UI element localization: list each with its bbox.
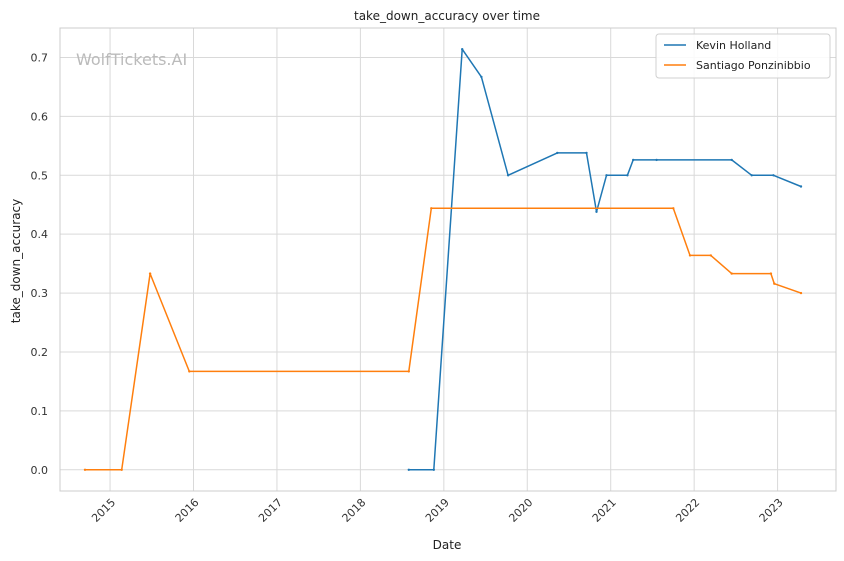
data-point xyxy=(688,254,692,257)
y-tick-label: 0.3 xyxy=(31,287,49,300)
y-tick-label: 0.1 xyxy=(31,405,49,418)
x-tick-label: 2018 xyxy=(340,496,369,525)
data-point xyxy=(461,48,464,51)
data-point xyxy=(672,207,675,210)
legend: Kevin Holland Santiago Ponzinibbio xyxy=(655,33,831,79)
data-point xyxy=(769,272,773,275)
data-point xyxy=(188,370,191,373)
data-point xyxy=(605,174,608,177)
chart-title: take_down_accuracy over time xyxy=(354,9,540,23)
series-line-kevin-holland xyxy=(408,48,802,471)
series-lines xyxy=(83,48,803,471)
legend-label: Kevin Holland xyxy=(696,39,771,52)
data-point xyxy=(655,158,658,162)
x-tick-label: 2016 xyxy=(173,496,202,525)
data-point xyxy=(632,158,635,162)
data-point xyxy=(407,370,410,373)
legend-label: Santiago Ponzinibbio xyxy=(696,59,811,72)
data-point xyxy=(772,174,775,177)
x-tick-label: 2019 xyxy=(423,496,452,525)
data-point xyxy=(773,282,776,285)
x-tick-label: 2015 xyxy=(89,496,118,525)
plot-frame xyxy=(59,27,837,492)
data-point xyxy=(148,272,152,275)
grid xyxy=(60,28,836,491)
x-tick-label: 2017 xyxy=(256,496,285,525)
data-point xyxy=(799,291,803,295)
y-tick-label: 0.7 xyxy=(31,51,49,64)
data-point xyxy=(730,272,733,275)
y-tick-label: 0.0 xyxy=(31,464,49,477)
legend-box xyxy=(655,33,831,79)
data-point xyxy=(407,468,410,471)
data-point xyxy=(430,207,433,210)
data-point xyxy=(585,151,588,155)
watermark-text: WolfTickets.AI xyxy=(76,50,187,69)
x-tick-label: 2020 xyxy=(506,496,535,525)
data-point xyxy=(750,174,753,177)
x-tick-label: 2021 xyxy=(590,496,619,525)
tick-labels: 0.0 0.1 0.2 0.3 0.4 0.5 0.6 0.7 2015 2016 2017 2018… xyxy=(31,51,786,524)
data-point xyxy=(626,174,629,177)
data-point xyxy=(595,210,598,213)
data-point xyxy=(480,75,483,79)
x-tick-label: 2023 xyxy=(757,496,786,525)
x-axis-label: Date xyxy=(433,538,462,552)
data-point xyxy=(120,468,123,471)
data-point xyxy=(799,185,803,188)
data-point xyxy=(556,151,559,155)
data-point xyxy=(83,468,87,471)
y-axis-label: take_down_accuracy xyxy=(9,199,23,323)
data-point xyxy=(432,468,435,471)
y-tick-label: 0.4 xyxy=(31,228,49,241)
x-tick-label: 2022 xyxy=(673,496,702,525)
y-tick-label: 0.5 xyxy=(31,169,49,182)
y-tick-label: 0.2 xyxy=(31,346,49,359)
data-point xyxy=(506,174,510,177)
data-point xyxy=(709,254,712,257)
y-tick-label: 0.6 xyxy=(31,110,49,123)
data-point xyxy=(730,158,733,162)
